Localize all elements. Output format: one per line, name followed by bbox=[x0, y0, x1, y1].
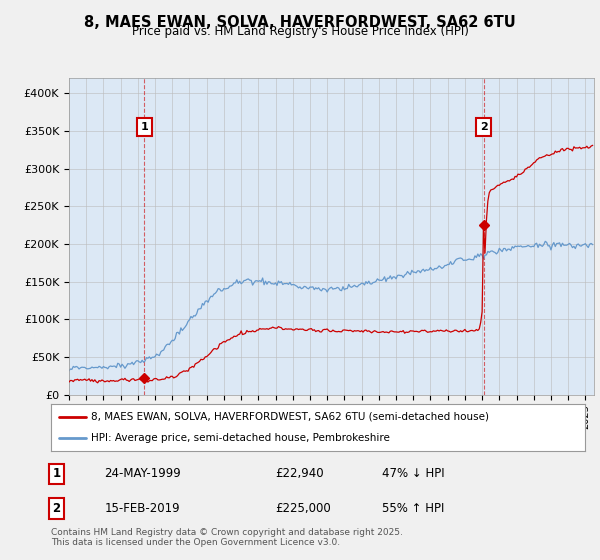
Text: 2: 2 bbox=[479, 123, 487, 132]
Text: 1: 1 bbox=[140, 123, 148, 132]
Text: 15-FEB-2019: 15-FEB-2019 bbox=[104, 502, 180, 515]
Text: Contains HM Land Registry data © Crown copyright and database right 2025.
This d: Contains HM Land Registry data © Crown c… bbox=[51, 528, 403, 548]
Text: 55% ↑ HPI: 55% ↑ HPI bbox=[382, 502, 445, 515]
Text: 8, MAES EWAN, SOLVA, HAVERFORDWEST, SA62 6TU: 8, MAES EWAN, SOLVA, HAVERFORDWEST, SA62… bbox=[84, 15, 516, 30]
Text: £22,940: £22,940 bbox=[275, 467, 324, 480]
Text: 8, MAES EWAN, SOLVA, HAVERFORDWEST, SA62 6TU (semi-detached house): 8, MAES EWAN, SOLVA, HAVERFORDWEST, SA62… bbox=[91, 412, 489, 422]
Text: 24-MAY-1999: 24-MAY-1999 bbox=[104, 467, 181, 480]
Text: £225,000: £225,000 bbox=[275, 502, 331, 515]
Text: HPI: Average price, semi-detached house, Pembrokeshire: HPI: Average price, semi-detached house,… bbox=[91, 433, 390, 444]
Text: 1: 1 bbox=[52, 467, 61, 480]
Text: 2: 2 bbox=[52, 502, 61, 515]
Text: 47% ↓ HPI: 47% ↓ HPI bbox=[382, 467, 445, 480]
Text: Price paid vs. HM Land Registry's House Price Index (HPI): Price paid vs. HM Land Registry's House … bbox=[131, 25, 469, 38]
